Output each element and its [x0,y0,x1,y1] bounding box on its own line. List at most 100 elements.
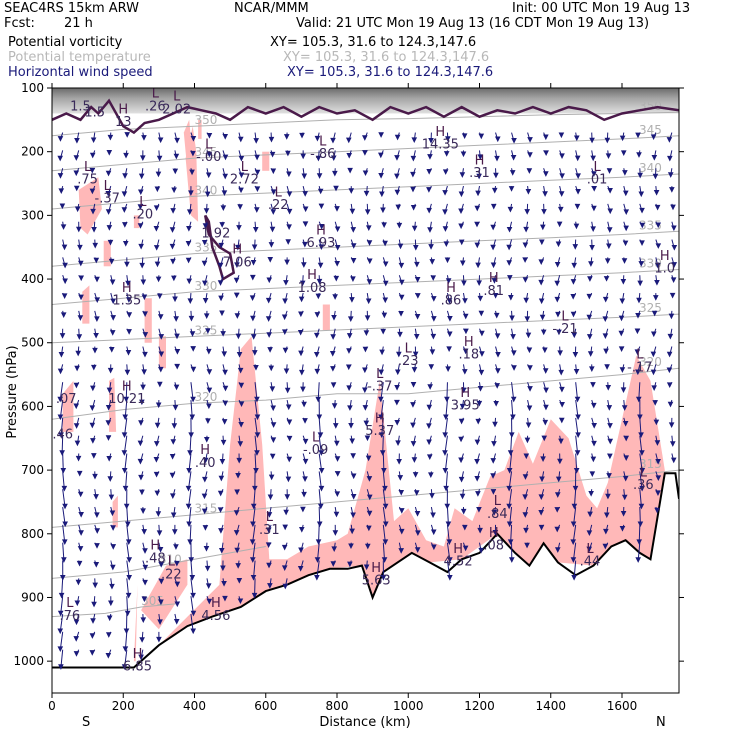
wind-arrowhead-35 [75,226,82,233]
x-tick-label-800: 800 [326,699,349,713]
wind-arrowhead-826 [558,369,565,376]
wind-arrowhead-902 [607,423,613,429]
annotation-87: H [133,647,143,662]
wind-arrowhead-151 [140,155,146,161]
wind-arrowhead-794 [541,209,547,215]
wind-arrowhead-717 [477,527,483,534]
wind-arrowhead-352 [251,244,258,251]
wind-arrowhead-78 [91,453,97,459]
wind-arrowhead-11 [59,333,66,339]
wind-arrowhead-489 [331,403,338,409]
wind-arrowhead-114 [110,564,116,571]
init-label: Init: 00 UTC Mon 19 Aug 13 [512,1,691,16]
wind-arrowhead-139 [122,485,129,492]
wind-arrowhead-145 [125,592,132,599]
wind-arrowhead-670 [447,575,453,581]
wind-arrowhead-482 [333,275,340,282]
wind-arrowhead-949 [638,432,644,439]
wind-arrowhead-563 [378,396,384,403]
annotation-58: 3.95 [451,399,480,414]
annotation-45: L [405,341,413,356]
wind-arrowhead-418 [284,494,291,500]
wind-arrowhead-842 [573,223,580,230]
wind-arrowhead-469 [317,503,324,510]
wind-arrowhead-598 [411,137,418,143]
fcst-label: Fcst: [4,16,35,31]
wind-arrowhead-584 [398,311,404,317]
wind-arrowhead-621 [414,547,421,553]
wind-arrowhead-786 [522,494,528,500]
wind-arrowhead-136 [121,432,128,439]
wind-arrowhead-464 [316,414,323,421]
wind-arrowhead-560 [380,328,387,335]
wind-arrowhead-159 [141,294,148,301]
wind-arrowhead-867 [590,226,596,232]
wind-arrowhead-801 [540,329,547,336]
pv-region-13 [198,119,202,139]
annotation-55: .07 [56,392,77,407]
wind-arrowhead-758 [508,432,515,439]
y-tick-label-100: 100 [21,81,44,95]
wind-arrowhead-40 [77,315,84,321]
annotation-36: 1.35 [112,294,141,309]
wind-arrowhead-266 [206,151,213,158]
wind-arrowhead-678 [459,260,466,267]
wind-arrowhead-791 [543,150,549,157]
wind-arrowhead-832 [555,476,562,483]
wind-arrowhead-130 [126,312,133,318]
wind-arrowhead-224 [172,404,179,411]
wind-arrowhead-105 [105,404,112,411]
wind-arrowhead-15 [57,414,64,421]
wind-arrowhead-177 [140,617,147,623]
wind-arrowhead-789 [524,542,530,549]
wind-arrowhead-305 [222,369,228,376]
theta-label-320: 320 [195,390,218,404]
wind-arrowhead-657 [446,331,453,338]
wind-arrowhead-97 [108,258,115,265]
y-tick-label-1000: 1000 [13,654,44,668]
wind-arrowhead-16 [58,432,64,439]
wind-arrowhead-618 [413,490,420,496]
wind-arrowhead-871 [586,293,593,300]
wind-arrowhead-533 [365,298,372,305]
wind-arrowhead-96 [107,239,114,246]
wind-arrowhead-968 [650,331,657,338]
wind-arrowhead-251 [190,396,196,403]
pv-region-1 [141,559,188,630]
wind-arrowhead-708 [478,369,485,376]
wind-arrowhead-815 [559,173,565,180]
wind-arrowhead-970 [650,369,657,376]
wind-arrowhead-671 [461,133,468,139]
wind-arrowhead-316 [220,565,226,572]
wind-arrowhead-53 [77,546,84,552]
wind-arrowhead-916 [622,240,629,247]
wind-arrowhead-772 [522,242,529,249]
wind-arrowhead-590 [394,419,401,426]
annotation-50: .18 [458,348,479,363]
wind-arrowhead-729 [493,312,500,319]
wind-arrowhead-28 [57,646,64,652]
wind-arrowhead-32 [73,170,80,177]
wind-arrowhead-417 [285,476,292,483]
wind-arrowhead-413 [285,404,292,411]
wind-arrowhead-158 [140,279,147,286]
wind-arrowhead-231 [171,529,178,535]
field-name-wind: Horizontal wind speed [8,65,153,80]
wind-arrowhead-63 [89,188,96,195]
wind-arrowhead-993 [666,382,673,388]
wind-arrowhead-546 [366,525,372,532]
wind-arrowhead-861 [571,575,577,581]
wind-arrowhead-456 [317,262,324,269]
wind-arrowhead-870 [587,276,593,282]
wind-arrowhead-138 [121,468,128,474]
wind-arrowhead-422 [281,565,288,571]
wind-arrowhead-117 [106,615,113,622]
wind-arrowhead-327 [233,277,240,284]
theta-label-end-320: 320 [639,355,662,369]
wind-arrowhead-86 [91,601,97,608]
wind-arrowhead-325 [235,244,241,251]
wind-arrowhead-499 [345,137,352,144]
annotation-62: -.09 [303,443,328,458]
wind-arrowhead-171 [140,508,146,515]
wind-arrowhead-788 [523,527,529,534]
